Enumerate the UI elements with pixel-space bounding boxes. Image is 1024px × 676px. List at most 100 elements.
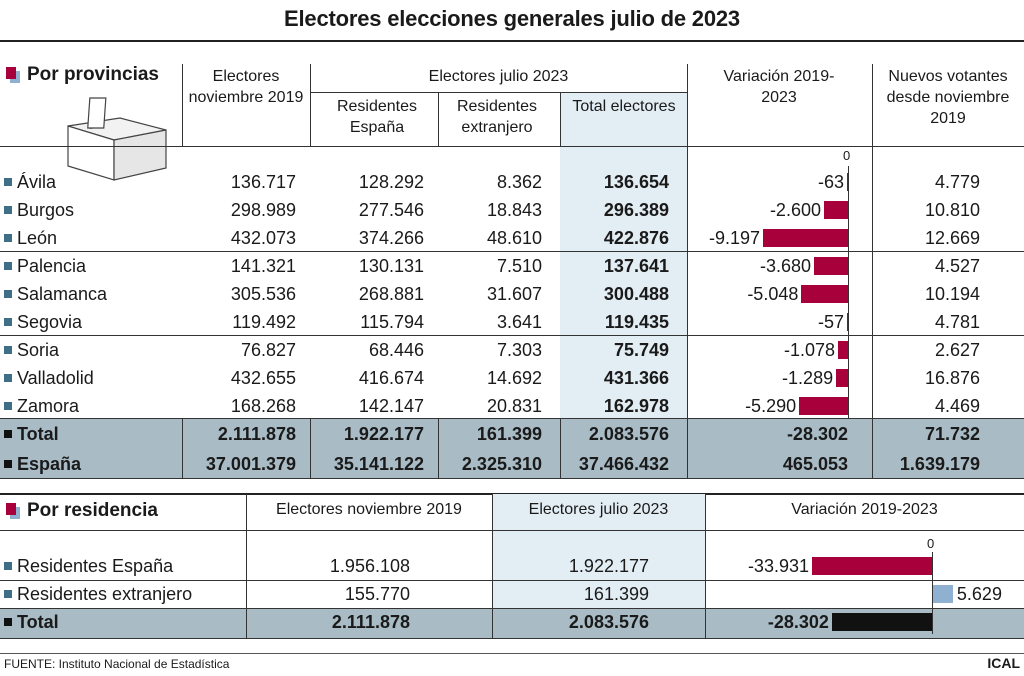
province-row: Palencia 141.321 130.131 7.510 137.641 4.527 -…	[0, 252, 1024, 280]
province-name: Palencia	[4, 252, 86, 280]
variation-label: -57	[817, 312, 844, 332]
divider	[687, 146, 688, 478]
province-extranjero: 7.303	[496, 340, 542, 360]
province-name: Valladolid	[4, 364, 94, 392]
province-name: Ávila	[4, 168, 56, 196]
total-top-rule	[0, 418, 1024, 419]
jul2023-column-highlight	[492, 494, 705, 608]
province-total: 431.366	[603, 368, 669, 388]
province-nuevos: 4.527	[934, 256, 980, 276]
bullet-icon	[4, 178, 12, 186]
province-nov2019: 119.492	[232, 312, 296, 332]
province-nuevos: 12.669	[924, 228, 980, 248]
spain-extranjero: 2.325.310	[461, 454, 542, 474]
spain-variacion: 465.053	[782, 454, 848, 474]
spain-row-name: España	[4, 450, 81, 478]
province-residentes: 130.131	[358, 256, 424, 276]
res-total-variation-label: -28.302	[767, 612, 829, 632]
variation-bar	[823, 201, 848, 219]
bullet-icon	[4, 346, 12, 354]
province-residentes: 115.794	[360, 312, 424, 332]
divider	[182, 64, 183, 146]
spain-residentes: 35.141.122	[333, 454, 424, 474]
header-nuevos: Nuevos votantes desde noviembre 2019	[886, 68, 1010, 127]
residence-variation-label: 5.629	[956, 584, 1002, 604]
variation-bar	[838, 341, 848, 359]
province-name: León	[4, 224, 57, 252]
total-residentes: 1.922.177	[343, 424, 424, 444]
province-nov2019: 432.655	[230, 368, 296, 388]
province-row: Salamanca 305.536 268.881 31.607 300.488 10.1…	[0, 280, 1024, 308]
province-row: Ávila 136.717 128.292 8.362 136.654 4.779 -63	[0, 168, 1024, 196]
variation-label: -1.078	[784, 340, 836, 360]
province-row: Valladolid 432.655 416.674 14.692 431.366 16.…	[0, 364, 1024, 392]
province-nuevos: 16.876	[924, 368, 980, 388]
residence-nov2019: 1.956.108	[329, 556, 410, 576]
header-residentes: Residentes España	[336, 98, 418, 136]
province-total: 137.641	[603, 256, 669, 276]
province-row: Soria 76.827 68.446 7.303 75.749 2.627 -1.078	[0, 336, 1024, 364]
divider	[0, 608, 1024, 609]
variation-label: -2.600	[769, 200, 821, 220]
province-row: León 432.073 374.266 48.610 422.876 12.669 -9.…	[0, 224, 1024, 252]
province-residentes: 416.674	[358, 368, 424, 388]
total-row: Total 2.111.878 1.922.177 161.399 2.083.…	[0, 420, 1024, 448]
bullet-icon	[4, 290, 12, 298]
province-extranjero: 8.362	[496, 172, 542, 192]
res-header-variacion: Variación 2019-2023	[791, 501, 938, 518]
bullet-icon	[4, 374, 12, 382]
total-total: 2.083.576	[588, 424, 669, 444]
province-nov2019: 305.536	[230, 284, 296, 304]
variation-bar	[847, 313, 848, 331]
variation-label: -9.197	[708, 228, 760, 248]
res-total-jul2023: 2.083.576	[568, 612, 649, 632]
spain-total: 37.466.432	[578, 454, 669, 474]
spain-row: España 37.001.379 35.141.122 2.325.310 3…	[0, 450, 1024, 478]
divider	[182, 418, 183, 478]
residence-variation-label: -33.931	[747, 556, 809, 576]
bullet-icon	[4, 590, 12, 598]
divider	[492, 494, 493, 638]
header-extranjero: Residentes extranjero	[456, 98, 538, 136]
province-nov2019: 76.827	[240, 340, 296, 360]
divider	[687, 64, 688, 146]
table-bottom-rule	[0, 478, 1024, 479]
province-extranjero: 7.510	[496, 256, 542, 276]
variation-axis-zero-label: 0	[843, 148, 851, 163]
province-residentes: 374.266	[358, 228, 424, 248]
province-residentes: 68.446	[368, 340, 424, 360]
total-nov2019: 2.111.878	[217, 424, 296, 444]
group-separator	[0, 335, 1024, 336]
divider	[310, 64, 311, 146]
variation-bar	[847, 173, 848, 191]
province-nuevos: 4.469	[934, 396, 980, 416]
divider	[872, 146, 873, 478]
province-row: Segovia 119.492 115.794 3.641 119.435 4.781 -5…	[0, 308, 1024, 336]
province-nuevos: 10.810	[924, 200, 980, 220]
section-marker-icon	[6, 67, 20, 83]
province-extranjero: 14.692	[486, 368, 542, 388]
province-name: Burgos	[4, 196, 74, 224]
divider	[310, 92, 687, 93]
province-total: 162.978	[603, 396, 669, 416]
province-nuevos: 2.627	[934, 340, 980, 360]
province-extranjero: 20.831	[486, 396, 542, 416]
residence-variation-bar	[933, 585, 953, 603]
province-nuevos: 4.779	[934, 172, 980, 192]
group-separator	[0, 251, 1024, 252]
province-total: 119.435	[604, 312, 669, 332]
ballot-box-icon	[67, 97, 167, 181]
res-header-nov2019: Electores noviembre 2019	[276, 501, 462, 518]
bullet-icon	[4, 562, 12, 570]
residence-row: Residentes España 1.956.108 1.922.177 -33.9…	[0, 552, 1024, 580]
province-name: Zamora	[4, 392, 79, 420]
total-row-band	[0, 418, 1024, 448]
bullet-icon	[4, 460, 12, 468]
bullet-icon	[4, 234, 12, 242]
header-jul2023: Electores julio 2023	[428, 68, 569, 85]
title-rule	[0, 40, 1024, 42]
residence-jul2023: 161.399	[583, 584, 649, 604]
header-nov2019: Electores noviembre 2019	[188, 68, 304, 106]
variation-bar	[763, 229, 848, 247]
province-total: 300.488	[603, 284, 669, 304]
